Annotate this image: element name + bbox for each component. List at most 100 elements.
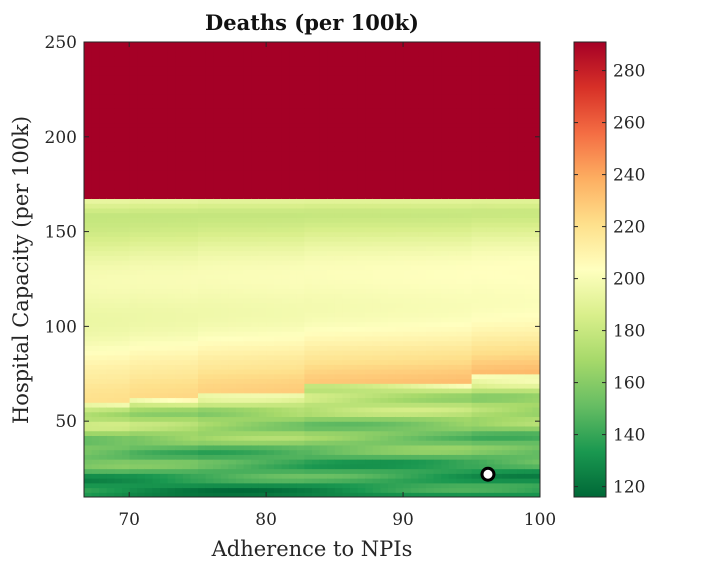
heatmap-cell [198, 426, 206, 431]
heatmap-cell [350, 445, 358, 450]
heatmap-cell [221, 99, 229, 104]
heatmap-cell [114, 331, 122, 336]
heatmap-cell [472, 369, 480, 374]
heatmap-cell [441, 279, 449, 284]
heatmap-cell [145, 350, 153, 355]
heatmap-cell [411, 51, 419, 56]
heatmap-cell [289, 194, 297, 199]
heatmap-cell [114, 189, 122, 194]
heatmap-cell [84, 208, 92, 213]
heatmap-cell [388, 478, 396, 483]
heatmap-cell [183, 393, 191, 398]
heatmap-cell [426, 75, 434, 80]
heatmap-cell [297, 331, 305, 336]
heatmap-cell [160, 170, 168, 175]
heatmap-cell [297, 213, 305, 218]
heatmap-cell [289, 464, 297, 469]
heatmap-cell [456, 108, 464, 113]
heatmap-cell [251, 402, 259, 407]
heatmap-cell [114, 483, 122, 488]
heatmap-cell [198, 255, 206, 260]
heatmap-cell [373, 227, 381, 232]
heatmap-cell [99, 397, 107, 402]
heatmap-cell [114, 284, 122, 289]
heatmap-cell [426, 459, 434, 464]
heatmap-cell [297, 469, 305, 474]
heatmap-cell [464, 431, 472, 436]
heatmap-cell [335, 94, 343, 99]
heatmap-cell [190, 431, 198, 436]
heatmap-cell [403, 383, 411, 388]
heatmap-cell [244, 108, 252, 113]
heatmap-cell [388, 431, 396, 436]
heatmap-cell [228, 317, 236, 322]
heatmap-cell [418, 160, 426, 165]
heatmap-cell [350, 341, 358, 346]
heatmap-cell [84, 412, 92, 417]
heatmap-cell [320, 431, 328, 436]
heatmap-cell [312, 160, 320, 165]
heatmap-cell [365, 232, 373, 237]
heatmap-cell [396, 47, 404, 52]
heatmap-cell [327, 469, 335, 474]
heatmap-cell [411, 270, 419, 275]
heatmap-cell [198, 412, 206, 417]
heatmap-cell [358, 108, 366, 113]
heatmap-cell [350, 435, 358, 440]
heatmap-cell [122, 61, 130, 66]
heatmap-cell [130, 473, 138, 478]
heatmap-cell [183, 47, 191, 52]
heatmap-cell [282, 374, 290, 379]
heatmap-cell [282, 288, 290, 293]
heatmap-cell [206, 326, 214, 331]
heatmap-cell [251, 374, 259, 379]
heatmap-cell [342, 227, 350, 232]
heatmap-cell [236, 203, 244, 208]
heatmap-cell [350, 61, 358, 66]
heatmap-cell [472, 104, 480, 109]
heatmap-cell [114, 104, 122, 109]
heatmap-cell [342, 165, 350, 170]
heatmap-cell [426, 198, 434, 203]
heatmap-cell [107, 56, 115, 61]
heatmap-cell [168, 459, 176, 464]
heatmap-cell [274, 374, 282, 379]
heatmap-cell [365, 85, 373, 90]
heatmap-cell [312, 288, 320, 293]
heatmap-cell [145, 293, 153, 298]
heatmap-cell [304, 85, 312, 90]
heatmap-cell [304, 104, 312, 109]
heatmap-cell [350, 127, 358, 132]
heatmap-cell [122, 317, 130, 322]
heatmap-cell [320, 440, 328, 445]
heatmap-cell [213, 464, 221, 469]
heatmap-cell [236, 89, 244, 94]
heatmap-cell [99, 450, 107, 455]
heatmap-cell [114, 127, 122, 132]
heatmap-cell [122, 108, 130, 113]
heatmap-cell [456, 184, 464, 189]
heatmap-cell [464, 99, 472, 104]
heatmap-cell [183, 70, 191, 75]
heatmap-cell [358, 464, 366, 469]
heatmap-cell [137, 94, 145, 99]
heatmap-cell [122, 483, 130, 488]
heatmap-cell [160, 137, 168, 142]
heatmap-cell [213, 142, 221, 147]
heatmap-cell [259, 345, 267, 350]
heatmap-cell [403, 440, 411, 445]
heatmap-cell [289, 236, 297, 241]
heatmap-cell [122, 326, 130, 331]
heatmap-cell [259, 227, 267, 232]
heatmap-cell [441, 459, 449, 464]
heatmap-cell [274, 236, 282, 241]
heatmap-cell [297, 298, 305, 303]
heatmap-cell [160, 203, 168, 208]
heatmap-cell [365, 293, 373, 298]
heatmap-cell [304, 61, 312, 66]
heatmap-cell [259, 284, 267, 289]
heatmap-cell [190, 151, 198, 156]
heatmap-cell [130, 435, 138, 440]
heatmap-cell [403, 317, 411, 322]
heatmap-cell [198, 75, 206, 80]
